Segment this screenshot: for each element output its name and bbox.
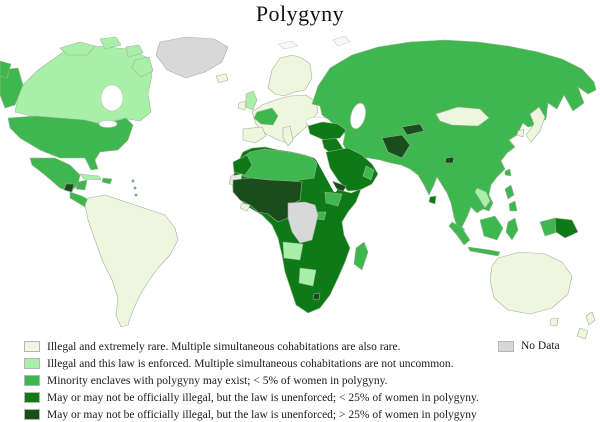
- region-alaska: [0, 67, 24, 109]
- legend-label-illegal-rare: Illegal and extremely rare. Multiple sim…: [47, 340, 401, 353]
- legend-label-illegal-enforced: Illegal and this law is enforced. Multip…: [47, 357, 454, 370]
- region-hispaniola: [101, 177, 113, 185]
- region-south-america: [84, 194, 179, 328]
- region-yucatan: [75, 179, 88, 191]
- region-uk: [245, 90, 258, 111]
- legend-no-data: No Data: [498, 340, 560, 352]
- region-japan: [525, 106, 546, 143]
- region-madagascar: [353, 241, 369, 271]
- region-spain: [242, 126, 267, 144]
- region-taiwan: [504, 168, 512, 177]
- hudson-bay: [100, 84, 124, 112]
- region-bhutan: [444, 156, 455, 164]
- region-asia: [311, 39, 597, 231]
- legend-label-over-25pct: May or may not be officially illegal, bu…: [47, 408, 477, 421]
- region-kyrgyzstan: [401, 123, 425, 136]
- region-sri-lanka: [428, 195, 437, 205]
- region-canada-arctic-3: [125, 44, 144, 58]
- region-tasmania: [549, 317, 559, 327]
- legend-row-2: Illegal and this law is enforced. Multip…: [0, 355, 600, 372]
- region-ireland: [237, 100, 247, 111]
- region-antilles-2: [133, 186, 137, 190]
- legend-swatch-over-25pct: [24, 409, 40, 420]
- region-baffin-island: [131, 56, 154, 78]
- region-chukotka: [0, 60, 12, 79]
- region-philippines-1: [504, 184, 515, 200]
- region-mexico: [29, 157, 81, 193]
- legend-swatch-illegal-rare: [24, 341, 40, 352]
- region-greenland: [155, 36, 229, 79]
- legend-row-1: Illegal and extremely rare. Multiple sim…: [0, 338, 600, 355]
- region-botswana: [298, 267, 317, 287]
- region-iceland: [215, 73, 229, 84]
- legend-row-4: May or may not be officially illegal, bu…: [0, 389, 600, 406]
- region-guatemala-belize: [63, 183, 75, 193]
- region-canada-arctic-2: [99, 36, 122, 50]
- region-scandinavia: [267, 54, 313, 97]
- legend-label-minority-enclaves: Minority enclaves with polygyny may exis…: [47, 374, 388, 387]
- region-korea: [516, 128, 525, 138]
- region-canada: [14, 45, 153, 125]
- region-antilles-1: [131, 179, 135, 183]
- region-vietnam-laos: [474, 187, 491, 209]
- svalbard-outline: [277, 40, 299, 50]
- region-afghanistan: [381, 134, 411, 159]
- region-saudi-arabia: [325, 147, 379, 192]
- legend-row-3: Minority enclaves with polygyny may exis…: [0, 372, 600, 389]
- region-mongolia: [435, 106, 490, 127]
- region-australia: [489, 251, 573, 315]
- region-papua-new-guinea: [554, 217, 579, 239]
- region-cuba: [79, 173, 102, 181]
- legend-row-5: May or may not be officially illegal, bu…: [0, 406, 600, 422]
- caspian-sea: [350, 103, 366, 129]
- region-new-zealand-north: [585, 311, 596, 326]
- legend-label-under-25pct: May or may not be officially illegal, bu…: [47, 391, 479, 404]
- region-liberia: [239, 202, 251, 212]
- region-morocco: [232, 154, 253, 176]
- legend-swatch-illegal-enforced: [24, 358, 40, 369]
- page-title: Polygyny: [255, 1, 345, 26]
- region-borneo: [479, 215, 504, 241]
- region-sumatra: [448, 221, 471, 246]
- region-ethiopia: [324, 191, 343, 207]
- legend-swatch-minority-enclaves: [24, 375, 40, 386]
- legend: Illegal and extremely rare. Multiple sim…: [0, 338, 600, 422]
- region-usa: [7, 115, 134, 171]
- world-map: [0, 35, 597, 340]
- region-angola: [282, 241, 304, 261]
- region-philippines-2: [508, 200, 518, 212]
- region-oman: [362, 165, 375, 181]
- region-lesotho: [312, 292, 321, 301]
- novaya-zemlya-outline: [332, 35, 351, 47]
- legend-swatch-no-data: [498, 340, 514, 352]
- region-canada-arctic-1: [59, 41, 96, 56]
- region-france: [253, 107, 279, 126]
- region-turkey: [307, 121, 347, 141]
- legend-swatch-under-25pct: [24, 392, 40, 403]
- legend-label-no-data: No Data: [521, 340, 560, 352]
- region-antilles-3: [134, 193, 138, 197]
- region-sulawesi: [505, 217, 519, 241]
- great-lakes: [98, 120, 118, 128]
- region-java: [467, 246, 501, 257]
- region-congo-car: [287, 201, 319, 244]
- red-sea: [316, 157, 337, 192]
- region-italy: [282, 125, 294, 147]
- region-new-zealand-south: [576, 327, 589, 340]
